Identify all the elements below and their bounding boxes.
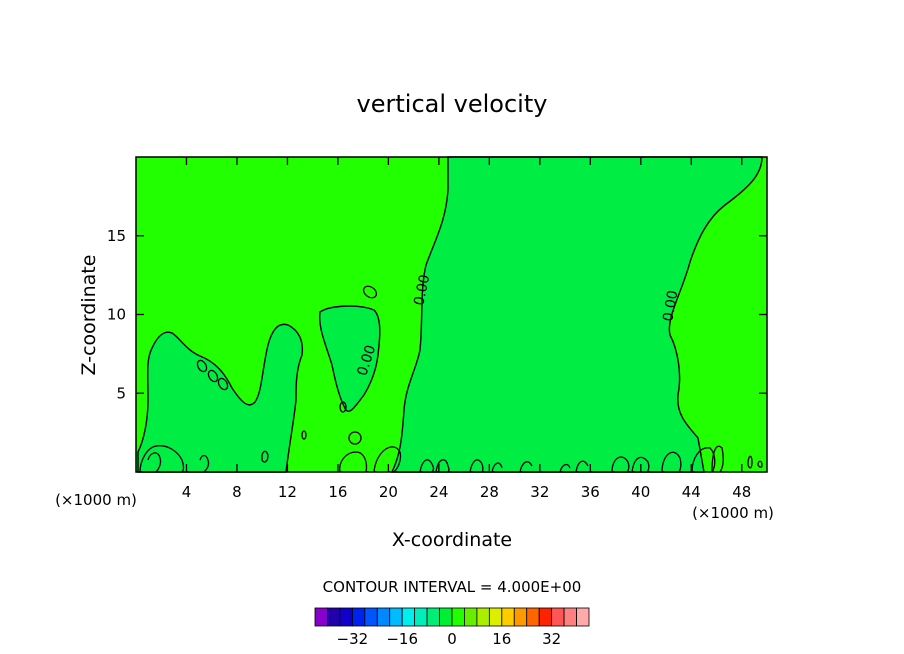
colorbar-tick-label: −32 [337,630,369,648]
x-tick-label: 40 [631,483,650,501]
colorbar-swatch [451,607,465,627]
y-axis-label: Z-coordinate [78,255,100,376]
colorbar-swatch [314,607,328,627]
colorbar-swatch [401,607,416,627]
y-tick-label: 10 [107,306,126,324]
x-tick-label: 32 [530,483,549,501]
x-tick-label: 12 [278,483,297,501]
x-tick-label: 8 [232,483,242,501]
colorbar-swatch [339,607,353,627]
colorbar-tick-label: −16 [386,630,418,648]
contour-label: 0.00 [411,273,433,307]
chart-title: vertical velocity [357,90,548,118]
y-tick-label: 15 [107,227,126,245]
x-tick-label: 44 [682,483,701,501]
x-axis: 4 8 12 16 20 24 28 32 36 40 44 48 [182,157,751,501]
colorbar-swatch [351,607,366,627]
colorbar-swatch [439,607,453,627]
x-tick-label: 36 [581,483,600,501]
y-tick-label: 5 [116,384,126,402]
contour-labels: 0.000.000.00 [355,273,682,378]
colorbar-swatch [526,607,540,627]
colorbar-swatch [327,607,341,627]
colorbar-swatch [538,607,553,627]
colorbar-swatch [389,607,403,627]
x-tick-label: 28 [480,483,499,501]
x-tick-label: 20 [379,483,398,501]
colorbar-swatch [364,607,378,627]
x-tick-label: 16 [328,483,347,501]
colorbar-swatch [551,607,565,627]
colorbar-swatch [488,607,503,627]
x-tick-label: 24 [429,483,448,501]
colorbar-swatch [576,607,590,627]
colorbar-swatch [376,607,391,627]
colorbar-swatch [476,607,490,627]
small-contours [139,285,763,473]
colorbar-tick-label: 16 [492,630,511,648]
colorbar-swatch [513,607,528,627]
x-axis-label: X-coordinate [392,529,512,551]
x-tick-label: 48 [732,483,751,501]
y-axis: 5 10 15 [107,227,767,402]
x-unit-left-label: (×1000 m) [55,491,137,509]
contour-label: 0.00 [660,289,681,322]
contour-region-central [390,156,763,473]
colorbar-swatch [426,607,440,627]
contour-region-left [137,323,304,473]
colorbar-swatch [464,607,478,627]
colorbar-tick-label: 32 [542,630,561,648]
colorbar-swatch [414,607,428,627]
negative-regions [137,156,763,473]
contour-interval-label: CONTOUR INTERVAL = 4.000E+00 [323,578,582,596]
colorbar: −32 −16 0 16 32 [314,607,590,648]
colorbar-tick-label: 0 [447,630,457,648]
colorbar-swatch [563,607,577,627]
colorbar-swatch [501,607,515,627]
x-unit-right-label: (×1000 m) [692,504,774,522]
contour-region-middle [318,305,381,412]
x-tick-label: 4 [182,483,192,501]
